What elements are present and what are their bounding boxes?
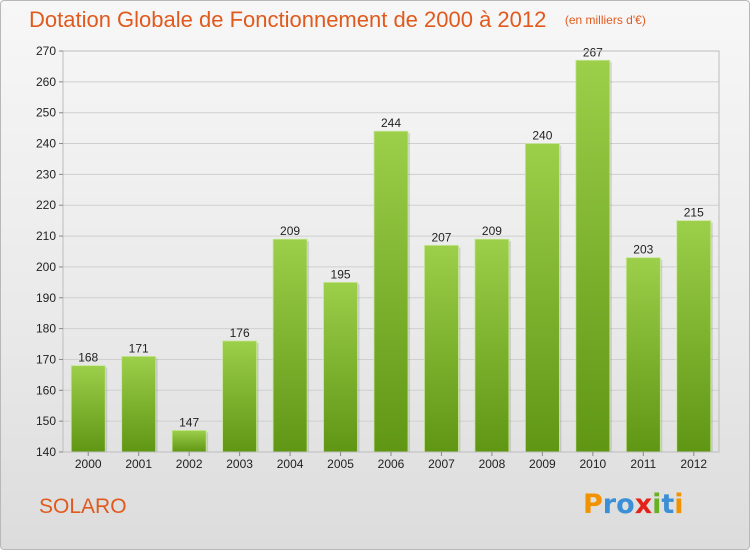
bar-value-label: 240 xyxy=(532,129,552,143)
y-tick-label: 200 xyxy=(36,260,56,274)
chart-title: Dotation Globale de Fonctionnement de 20… xyxy=(29,7,547,32)
bar xyxy=(625,257,661,453)
x-tick-label: 2001 xyxy=(125,457,152,471)
proxiti-logo[interactable]: Proxiti xyxy=(583,489,684,520)
logo-letter: i xyxy=(674,489,684,520)
bar-value-label: 244 xyxy=(381,116,401,130)
bar xyxy=(524,143,560,453)
bar-value-label: 209 xyxy=(280,224,300,238)
bar xyxy=(272,238,308,453)
y-tick-label: 170 xyxy=(36,352,56,366)
y-tick-label: 260 xyxy=(36,75,56,89)
logo-letter: r xyxy=(602,489,617,520)
bar-value-label: 171 xyxy=(129,341,149,355)
bar-value-label: 176 xyxy=(230,326,250,340)
x-tick-label: 2009 xyxy=(529,457,556,471)
axes: 140 150 160 170 180 190 200 210 220 230 240 250 260 2… xyxy=(36,44,720,471)
bar-value-label: 203 xyxy=(633,243,653,257)
bar xyxy=(323,281,358,453)
logo-letter: o xyxy=(616,489,635,520)
logo-letter: x xyxy=(634,489,653,520)
y-tick-label: 240 xyxy=(36,137,56,151)
x-tick-label: 2004 xyxy=(277,457,304,471)
bars: 168 171 147 176 209 195 244 207 209 240 267 203 215 xyxy=(70,45,713,453)
y-tick-label: 140 xyxy=(36,445,56,459)
bar-value-label: 207 xyxy=(431,230,451,244)
y-tick-label: 250 xyxy=(36,106,56,120)
y-tick-label: 210 xyxy=(36,229,56,243)
x-tick-label: 2003 xyxy=(226,457,253,471)
y-tick-label: 220 xyxy=(36,198,56,212)
x-tick-label: 2000 xyxy=(75,457,102,471)
bar-value-label: 195 xyxy=(331,267,351,281)
bar xyxy=(70,365,106,453)
y-tick-label: 160 xyxy=(36,383,56,397)
x-tick-label: 2002 xyxy=(176,457,203,471)
bar-value-label: 147 xyxy=(179,415,199,429)
logo-letter: P xyxy=(583,489,603,520)
x-tick-label: 2012 xyxy=(680,457,707,471)
y-tick-label: 230 xyxy=(36,167,56,181)
commune-name: SOLARO xyxy=(39,495,127,518)
bar xyxy=(373,130,409,453)
bar xyxy=(222,340,258,453)
x-tick-label: 2007 xyxy=(428,457,455,471)
bar-value-label: 267 xyxy=(583,45,603,59)
chart-subtitle: (en milliers d'€) xyxy=(564,13,646,27)
x-tick-label: 2005 xyxy=(327,457,354,471)
bar-value-label: 215 xyxy=(684,206,704,220)
x-tick-label: 2010 xyxy=(579,457,606,471)
bar xyxy=(676,220,712,453)
bar xyxy=(121,355,157,453)
bar-value-label: 168 xyxy=(78,351,98,365)
x-tick-label: 2011 xyxy=(630,457,656,471)
bar xyxy=(474,238,510,453)
bar-value-label: 209 xyxy=(482,224,502,238)
bar xyxy=(424,244,459,453)
y-tick-label: 270 xyxy=(36,44,56,58)
title-block: Dotation Globale de Fonctionnement de 20… xyxy=(29,7,646,33)
y-tick-label: 150 xyxy=(36,414,56,428)
x-tick-label: 2008 xyxy=(479,457,506,471)
bar xyxy=(171,430,207,453)
logo-letter: i xyxy=(652,489,662,520)
y-tick-label: 180 xyxy=(36,322,56,336)
logo-letter: t xyxy=(661,489,675,520)
y-tick-label: 190 xyxy=(36,291,56,305)
x-tick-label: 2006 xyxy=(378,457,405,471)
bar xyxy=(575,59,611,453)
